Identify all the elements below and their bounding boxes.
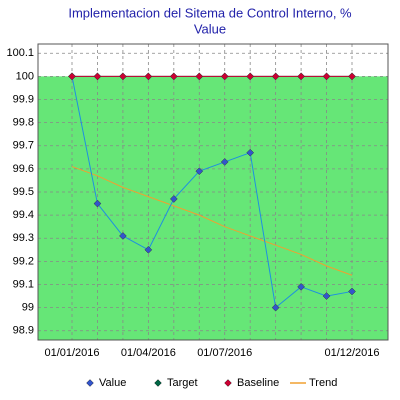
legend-label: Target xyxy=(167,377,198,389)
marker xyxy=(271,303,280,312)
legend-label: Trend xyxy=(309,377,337,389)
marker xyxy=(271,72,280,81)
marker xyxy=(195,72,204,81)
marker xyxy=(169,72,178,81)
marker xyxy=(246,148,255,157)
y-tick-label: 99 xyxy=(22,302,34,314)
y-tick-label: 99.9 xyxy=(13,93,34,105)
marker xyxy=(68,72,76,81)
marker xyxy=(246,72,255,81)
y-tick-label: 100 xyxy=(16,70,34,82)
y-tick-label: 99.1 xyxy=(13,278,34,290)
marker xyxy=(195,167,204,176)
chart-title: Implementacion del Sitema de Control Int… xyxy=(68,5,352,20)
marker xyxy=(144,245,153,254)
series-line xyxy=(71,76,353,309)
legend-marker xyxy=(86,379,94,387)
x-tick-label: 01/07/2016 xyxy=(197,347,252,359)
marker xyxy=(322,72,331,81)
y-tick-label: 99.3 xyxy=(13,232,34,244)
legend-marker xyxy=(154,379,162,387)
marker xyxy=(348,287,356,296)
marker xyxy=(119,232,127,240)
x-tick-label: 01/04/2016 xyxy=(121,347,176,359)
plot-frame xyxy=(37,43,389,341)
legend-label: Value xyxy=(99,377,126,389)
marker xyxy=(297,282,305,291)
baseline-area xyxy=(38,76,388,340)
y-tick-label: 99.5 xyxy=(13,186,34,198)
marker xyxy=(144,72,153,81)
x-tick-label: 01/01/2016 xyxy=(44,347,99,359)
y-tick-label: 99.4 xyxy=(13,209,34,221)
marker xyxy=(93,72,102,81)
marker xyxy=(220,72,229,81)
series-line xyxy=(71,166,353,276)
marker xyxy=(169,195,178,203)
y-tick-label: 100.1 xyxy=(6,47,34,59)
y-tick-label: 99.8 xyxy=(13,117,34,129)
marker xyxy=(348,72,356,81)
y-tick-label: 99.7 xyxy=(13,140,34,152)
x-tick-label: 01/12/2016 xyxy=(324,347,379,359)
marker xyxy=(322,292,331,300)
marker xyxy=(220,158,229,166)
legend-marker xyxy=(224,379,232,387)
y-tick-label: 98.9 xyxy=(13,325,34,337)
marker xyxy=(297,72,305,81)
y-tick-label: 99.2 xyxy=(13,255,34,267)
legend-label: Baseline xyxy=(237,377,279,389)
chart-subtitle: Value xyxy=(194,21,226,36)
marker xyxy=(119,72,127,81)
marker xyxy=(93,199,102,208)
y-tick-label: 99.6 xyxy=(13,163,34,175)
